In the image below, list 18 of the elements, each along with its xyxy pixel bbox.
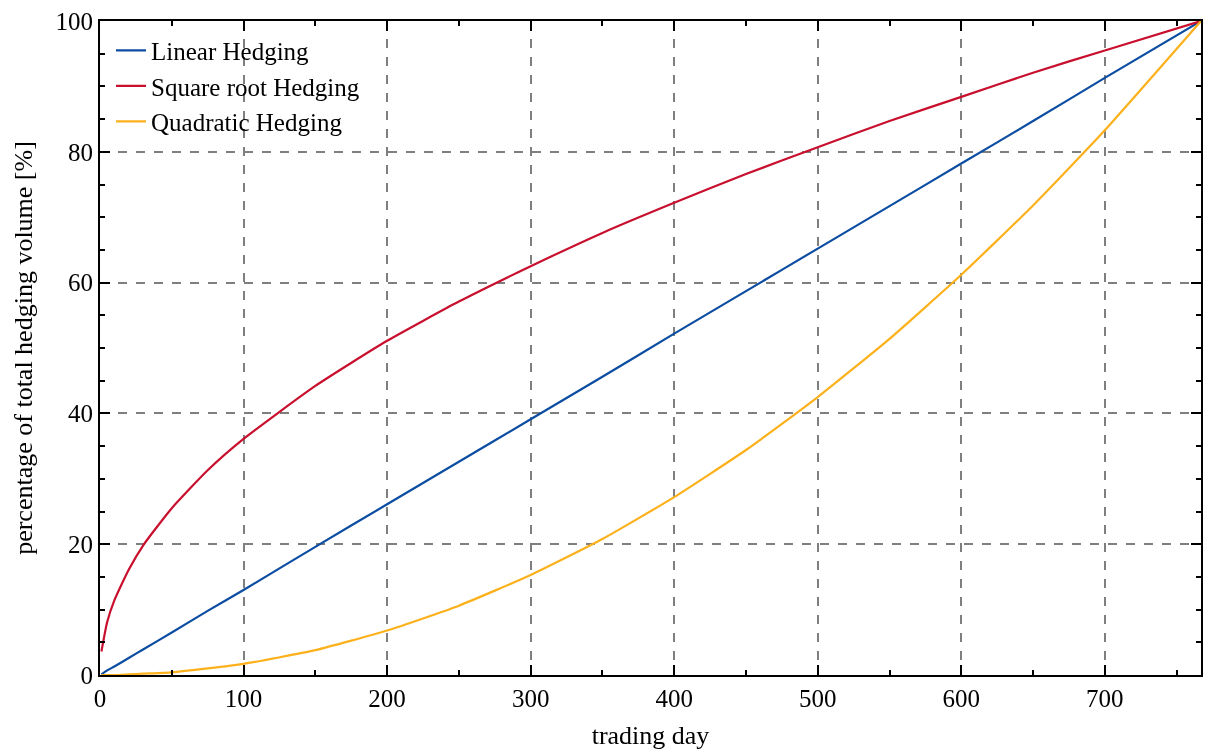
x-tick-label: 600 (942, 685, 981, 712)
legend-label: Square root Hedging (151, 73, 360, 101)
y-tick-label: 40 (68, 400, 93, 428)
y-tick-label: 100 (55, 7, 93, 35)
y-tick-label: 20 (68, 530, 93, 558)
x-tick-label: 400 (655, 685, 693, 712)
y-tick-label: 0 (80, 661, 93, 689)
y-tick-label: 60 (68, 269, 93, 297)
legend-label: Linear Hedging (151, 38, 310, 66)
x-tick-label: 100 (224, 685, 263, 712)
x-tick-label: 700 (1086, 685, 1124, 712)
legend-label: Quadratic Hedging (151, 109, 343, 137)
x-tick-label: 300 (511, 685, 550, 712)
y-tick-label: 80 (68, 138, 93, 166)
x-tick-label: 200 (368, 685, 406, 712)
x-tick-label: 500 (798, 685, 837, 712)
y-axis-title: percentage of total hedging volume [%] (9, 141, 39, 555)
x-axis-title: trading day (591, 721, 710, 751)
